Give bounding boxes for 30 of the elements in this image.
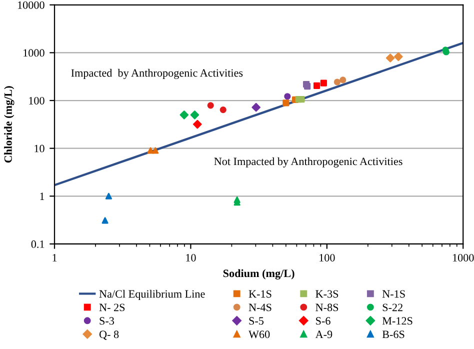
legend-label: S-5 xyxy=(249,317,264,325)
x-axis-title: Sodium (mg/L) xyxy=(223,269,294,280)
legend-label: W60 xyxy=(248,330,270,338)
x-tick-label: 10 xyxy=(186,254,196,262)
x-tick-label: 1000 xyxy=(452,254,474,262)
legend-label: K-3S xyxy=(316,290,338,298)
annotation: Impacted by Anthropogenic Activities xyxy=(71,68,243,80)
legend-label: S-6 xyxy=(316,317,330,325)
legend-label: K-1S xyxy=(248,290,272,298)
annotation: Not Impacted by Anthropogenic Activities xyxy=(214,157,402,168)
y-axis-title: Chloride (mg/L) xyxy=(4,86,14,163)
legend-label: S-3 xyxy=(100,317,114,325)
legend-label: N-1S xyxy=(382,290,405,298)
x-tick-label: 100 xyxy=(320,254,335,262)
legend-label: M-12S xyxy=(382,317,412,325)
y-tick-label: 0.1 xyxy=(31,240,44,248)
legend-label: A-9 xyxy=(315,330,332,338)
legend-label: N-4S xyxy=(248,304,272,312)
y-tick-label: 10 xyxy=(34,144,44,152)
legend-label: N-8S xyxy=(316,304,338,312)
y-tick-label: 1 xyxy=(40,192,44,200)
legend-label: N- 2S xyxy=(99,304,125,312)
legend-label: B-6S xyxy=(382,330,404,338)
legend-label: S-22 xyxy=(382,304,402,312)
legend-label: Na/Cl Equilibrium Line xyxy=(99,290,205,300)
y-tick-label: 100 xyxy=(29,96,44,104)
legend-label: Q- 8 xyxy=(99,330,119,340)
y-tick-label: 10000 xyxy=(18,1,44,9)
x-tick-label: 1 xyxy=(52,254,57,262)
y-tick-label: 1000 xyxy=(24,49,44,57)
